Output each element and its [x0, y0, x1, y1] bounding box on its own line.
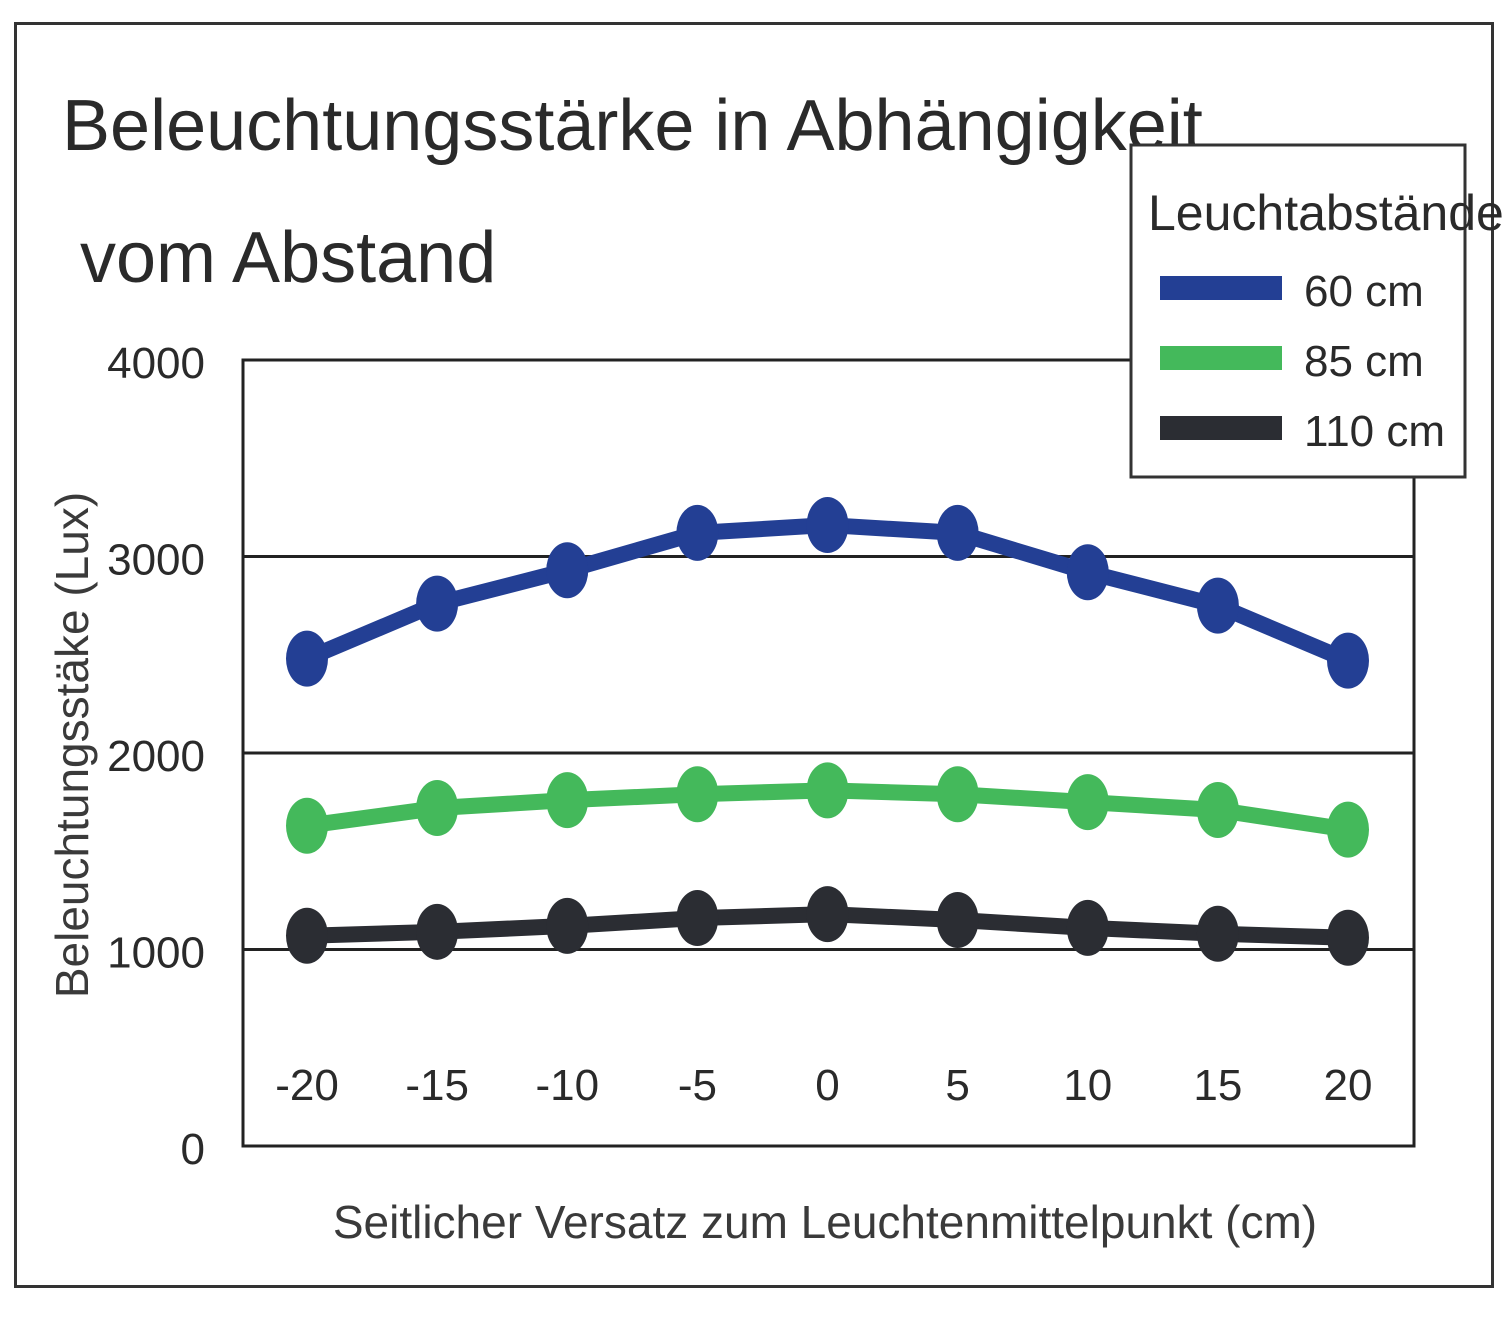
data-point [806, 886, 849, 943]
series-110-cm [286, 886, 1369, 966]
data-point [1066, 774, 1109, 831]
data-point [416, 903, 459, 960]
y-tick-label: 2000 [107, 732, 205, 781]
legend-title: Leuchtabstände [1148, 185, 1504, 241]
y-tick-label: 0 [181, 1125, 205, 1174]
data-point [936, 504, 979, 561]
data-point [286, 797, 328, 854]
x-tick-label: 20 [1324, 1061, 1373, 1110]
legend-label: 85 cm [1304, 337, 1424, 386]
x-tick-label: -10 [535, 1061, 599, 1110]
y-axis-ticks: 0 1000 2000 3000 4000 [107, 339, 205, 1174]
legend-label: 110 cm [1304, 407, 1445, 456]
data-point [1196, 905, 1239, 962]
y-tick-label: 4000 [107, 339, 205, 388]
data-point [936, 766, 979, 823]
y-tick-label: 3000 [107, 536, 205, 585]
data-point [676, 504, 719, 561]
y-axis-label: Beleuchtungsstäke (Lux) [46, 492, 98, 998]
data-point [1196, 781, 1239, 838]
data-point [1327, 801, 1369, 858]
x-tick-label: -20 [275, 1061, 339, 1110]
data-point [1327, 632, 1369, 689]
legend-items: 60 cm 85 cm 110 cm [1160, 267, 1445, 456]
data-point [806, 497, 849, 554]
legend-swatch [1160, 346, 1282, 370]
data-point [1196, 577, 1239, 634]
x-tick-label: 0 [815, 1061, 839, 1110]
data-point [1066, 899, 1109, 956]
x-axis-label: Seitlicher Versatz zum Leuchtenmittelpun… [333, 1196, 1317, 1248]
data-point [676, 890, 719, 947]
legend-swatch [1160, 276, 1282, 300]
data-point [416, 575, 459, 632]
x-axis-ticks: -20 -15 -10 -5 0 5 10 15 20 [275, 1061, 1372, 1110]
legend-label: 60 cm [1304, 267, 1424, 316]
series-layer [286, 497, 1369, 966]
x-tick-label: -15 [405, 1061, 469, 1110]
legend: Leuchtabstände 60 cm 85 cm 110 cm [1129, 143, 1504, 479]
data-point [546, 897, 589, 954]
legend-swatch [1160, 416, 1282, 440]
data-point [936, 892, 979, 949]
data-point [546, 542, 589, 599]
data-point [546, 772, 589, 829]
series-85-cm [286, 762, 1369, 858]
series-60-cm [286, 497, 1369, 689]
data-point [286, 630, 328, 687]
chart-title-line-1: Beleuchtungsstärke in Abhängigkeit [62, 86, 1203, 166]
plot-area [241, 358, 1416, 1148]
data-point [416, 780, 459, 837]
data-point [676, 766, 719, 823]
data-point [286, 907, 328, 964]
data-point [1327, 909, 1369, 966]
y-tick-label: 1000 [107, 929, 205, 978]
x-tick-label: 15 [1193, 1061, 1242, 1110]
x-tick-label: -5 [678, 1061, 717, 1110]
x-tick-label: 10 [1063, 1061, 1112, 1110]
data-point [1066, 544, 1109, 601]
chart-title-line-2: vom Abstand [80, 218, 496, 298]
data-point [806, 762, 849, 819]
x-tick-label: 5 [945, 1061, 969, 1110]
